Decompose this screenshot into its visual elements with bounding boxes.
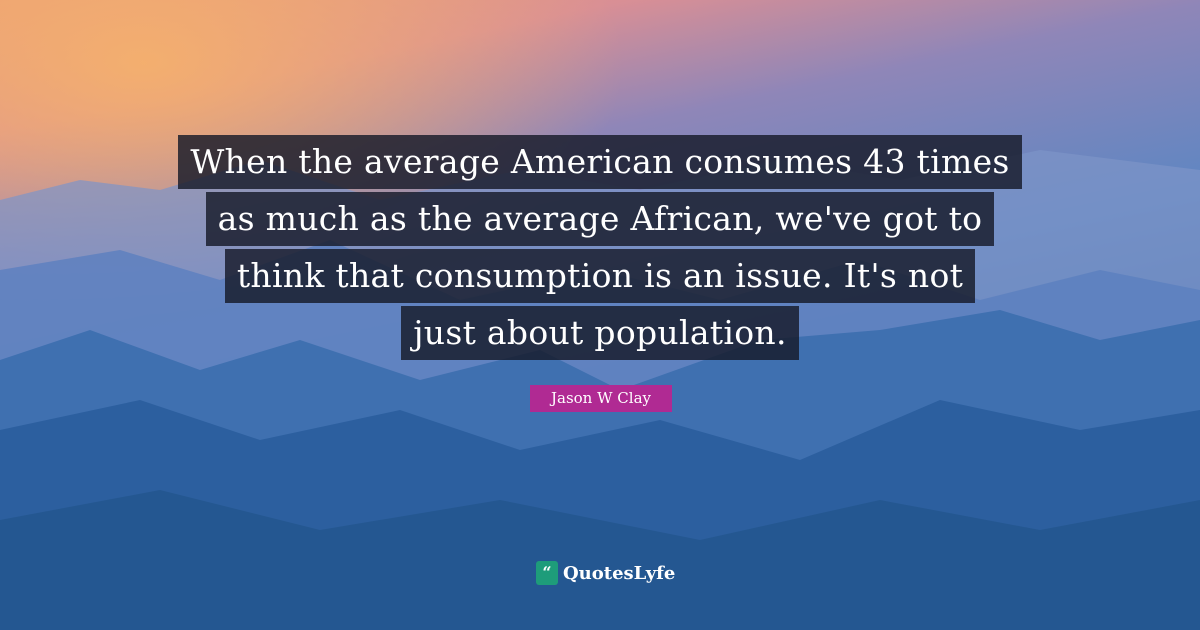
author-badge: Jason W Clay	[530, 385, 672, 412]
brand-name: QuotesLyfe	[563, 562, 676, 584]
quote-marks-icon: “	[536, 561, 558, 585]
quote-line: think that consumption is an issue. It's…	[224, 249, 976, 303]
quote-text: When the average American consumes 43 ti…	[0, 135, 1200, 363]
quote-line: as much as the average African, we've go…	[205, 192, 995, 246]
quoteslyfe-logo: “ QuotesLyfe	[536, 561, 675, 585]
quote-line: just about population.	[401, 306, 799, 360]
quote-line: When the average American consumes 43 ti…	[178, 135, 1022, 189]
